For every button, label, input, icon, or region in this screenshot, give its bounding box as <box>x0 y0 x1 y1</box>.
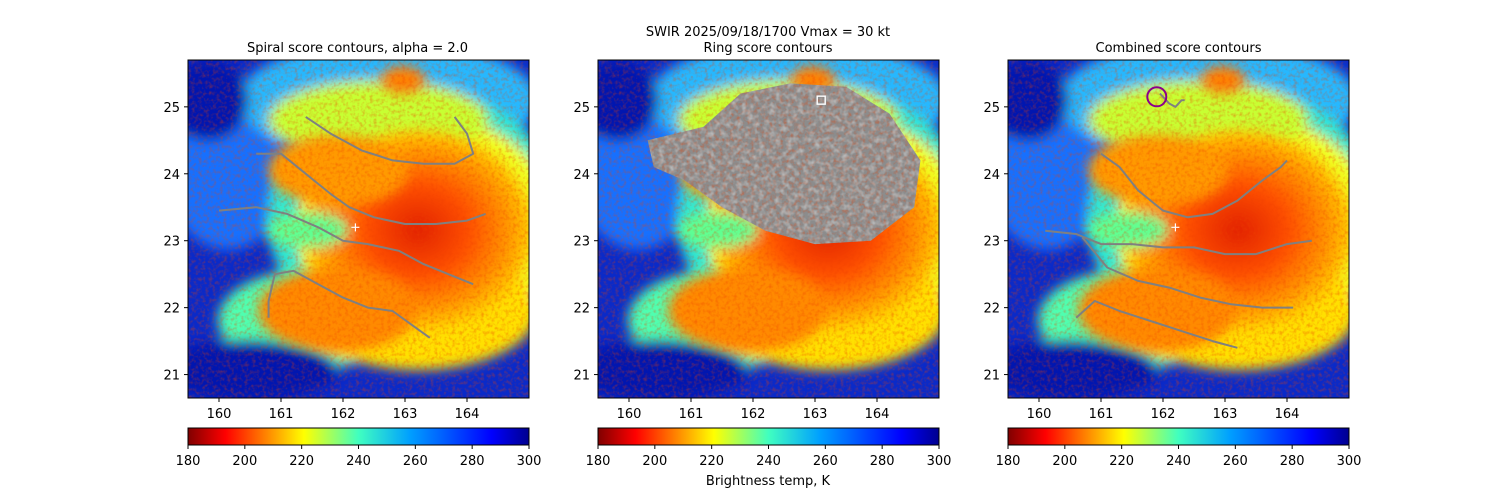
colorbar-tick-label: 280 <box>1280 454 1305 469</box>
ring-colorbar-ticks: 180 200 220 240 260 280 300 <box>586 445 952 469</box>
colorbar-tick-label: 220 <box>1109 454 1134 469</box>
x-tick-label: 163 <box>803 407 828 422</box>
colorbar-tick-label: 180 <box>996 454 1021 469</box>
colorbar-tick-label: 240 <box>1166 454 1191 469</box>
x-tick-label: 162 <box>741 407 766 422</box>
x-tick-label: 164 <box>865 407 890 422</box>
x-tick-label: 160 <box>207 407 232 422</box>
panel-ring-title: Ring score contours <box>703 41 832 56</box>
colorbar-tick-label: 260 <box>1223 454 1248 469</box>
colorbar-tick-label: 200 <box>232 454 257 469</box>
x-tick-label: 164 <box>1275 407 1300 422</box>
contour-spiral-arm-2 <box>1045 229 1312 256</box>
x-tick-label: 163 <box>1213 407 1238 422</box>
contour-spiral-arm-3 <box>1081 236 1294 309</box>
spiral-y-axis: 21 22 23 24 25 <box>163 101 188 384</box>
panel-ring-image <box>568 40 978 400</box>
colorbar-tick-label: 180 <box>586 454 611 469</box>
colorbar-tick-label: 280 <box>870 454 895 469</box>
contour-spiral-arm-4 <box>267 269 431 339</box>
x-tick-label: 161 <box>679 407 704 422</box>
ring-x-axis: 160 161 162 163 164 <box>617 398 890 422</box>
contour-spiral-arm-1 <box>1100 152 1288 219</box>
ring-colorbar <box>597 427 940 446</box>
contour-spiral-arm-1 <box>305 116 475 165</box>
colorbar-tick-label: 300 <box>927 454 952 469</box>
colorbar-tick-label: 260 <box>813 454 838 469</box>
y-tick-label: 25 <box>573 101 590 116</box>
colorbar-tick-label: 260 <box>403 454 428 469</box>
ring-markers <box>816 95 826 105</box>
y-tick-label: 22 <box>573 302 590 317</box>
x-tick-label: 160 <box>617 407 642 422</box>
y-tick-label: 22 <box>983 302 1000 317</box>
colorbar-label: Brightness temp, K <box>706 474 831 489</box>
colorbar-tick-label: 300 <box>1337 454 1362 469</box>
y-tick-label: 23 <box>983 235 1000 250</box>
spiral-contours <box>218 116 486 339</box>
panel-spiral-title: Spiral score contours, alpha = 2.0 <box>247 41 468 56</box>
spiral-colorbar-ticks: 180 200 220 240 260 280 300 <box>176 445 542 469</box>
y-tick-label: 25 <box>983 101 1000 116</box>
x-tick-label: 162 <box>331 407 356 422</box>
x-tick-label: 163 <box>393 407 418 422</box>
colorbar-tick-label: 240 <box>346 454 371 469</box>
center-marker-plus <box>1171 223 1180 232</box>
panel-spiral-image <box>158 40 568 400</box>
best-center-circle <box>1146 86 1168 108</box>
panel-spiral: Spiral score contours, alpha = 2.0 160 16… <box>158 40 568 469</box>
y-tick-label: 23 <box>163 235 180 250</box>
panel-ring: Ring score contours 160 161 162 163 164 21 22… <box>568 40 978 489</box>
panel-combined-title: Combined score contours <box>1096 41 1262 56</box>
figure-suptitle: SWIR 2025/09/18/1700 Vmax = 30 kt <box>646 25 890 40</box>
colorbar-tick-label: 240 <box>756 454 781 469</box>
contour-spiral-arm-3 <box>218 206 474 286</box>
y-tick-label: 24 <box>573 168 590 183</box>
y-tick-label: 21 <box>163 369 180 384</box>
y-tick-label: 21 <box>573 369 590 384</box>
ring-y-axis: 21 22 23 24 25 <box>573 101 598 384</box>
y-tick-label: 21 <box>983 369 1000 384</box>
x-tick-label: 161 <box>269 407 294 422</box>
ring-center-square <box>816 95 826 105</box>
colorbar-tick-label: 200 <box>642 454 667 469</box>
combined-contours <box>1045 92 1312 349</box>
colorbar-tick-label: 280 <box>460 454 485 469</box>
y-tick-label: 23 <box>573 235 590 250</box>
x-tick-label: 164 <box>455 407 480 422</box>
y-tick-label: 24 <box>163 168 180 183</box>
contour-spiral-arm-4 <box>1075 300 1238 349</box>
x-tick-label: 160 <box>1027 407 1052 422</box>
combined-markers <box>1146 86 1180 232</box>
x-tick-label: 162 <box>1151 407 1176 422</box>
panel-combined: Combined score contours 160 161 162 163 164 … <box>978 40 1388 469</box>
colorbar-tick-label: 180 <box>176 454 201 469</box>
combined-colorbar <box>1007 427 1350 446</box>
combined-colorbar-ticks: 180 200 220 240 260 280 300 <box>996 445 1362 469</box>
y-tick-label: 25 <box>163 101 180 116</box>
y-tick-label: 22 <box>163 302 180 317</box>
y-tick-label: 24 <box>983 168 1000 183</box>
center-marker-plus <box>351 223 360 232</box>
combined-x-axis: 160 161 162 163 164 <box>1027 398 1300 422</box>
panel-combined-image <box>978 40 1388 400</box>
combined-y-axis: 21 22 23 24 25 <box>983 101 1008 384</box>
spiral-colorbar <box>187 427 530 446</box>
colorbar-tick-label: 200 <box>1052 454 1077 469</box>
spiral-markers <box>351 223 360 232</box>
colorbar-tick-label: 300 <box>517 454 542 469</box>
colorbar-tick-label: 220 <box>699 454 724 469</box>
x-tick-label: 161 <box>1089 407 1114 422</box>
colorbar-tick-label: 220 <box>289 454 314 469</box>
contour-spiral-arm-2 <box>256 152 486 225</box>
spiral-x-axis: 160 161 162 163 164 <box>207 398 480 422</box>
